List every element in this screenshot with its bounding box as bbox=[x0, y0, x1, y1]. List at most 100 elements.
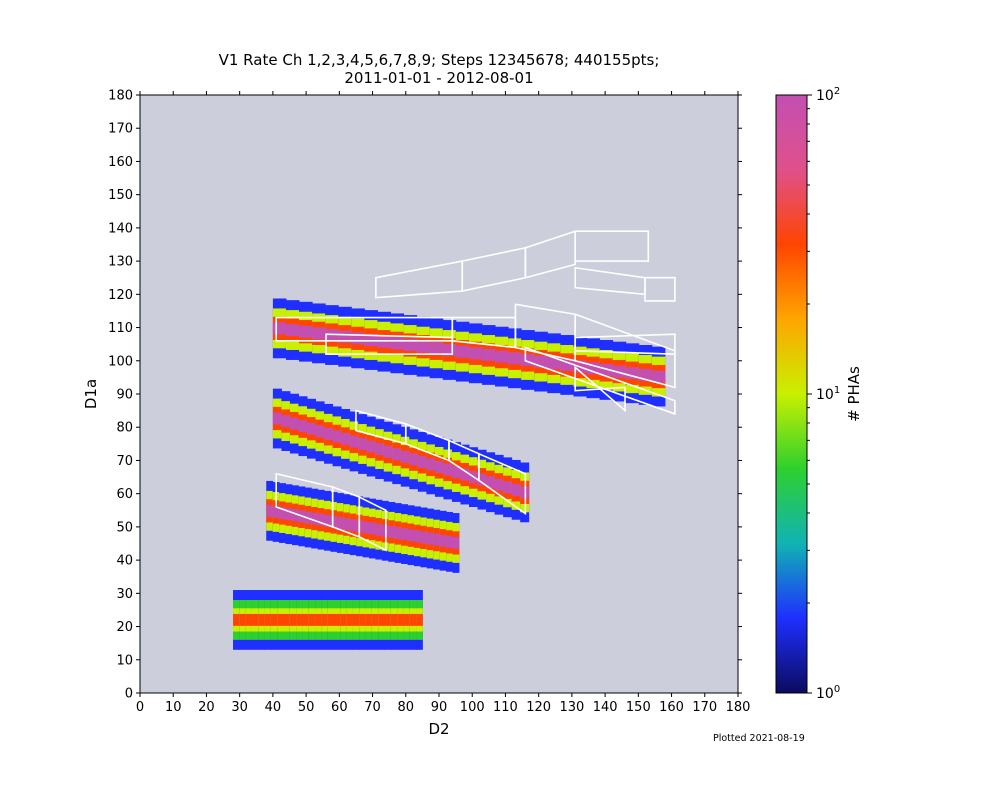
axis-ticks: 0 10 20 30 40 50 60 70 80 90 100 110 120 130 140 150 160… bbox=[108, 89, 750, 716]
heatmap-cell bbox=[401, 528, 409, 541]
y-tick-label: 150 bbox=[108, 188, 133, 203]
y-tick-label: 0 bbox=[125, 687, 133, 702]
y-tick-label: 180 bbox=[108, 89, 133, 104]
heatmap-cell bbox=[264, 613, 272, 626]
heatmap-cell bbox=[494, 478, 504, 491]
y-tick-label: 110 bbox=[108, 321, 133, 336]
heatmap-cell bbox=[306, 422, 317, 435]
x-tick-label: 70 bbox=[364, 700, 381, 715]
y-tick-label: 50 bbox=[116, 520, 133, 535]
heatmap-cell bbox=[377, 335, 391, 348]
heatmap-cell bbox=[258, 613, 266, 626]
heatmap-cell bbox=[359, 613, 367, 626]
heatmap-cell bbox=[638, 368, 653, 381]
heatmap-cell bbox=[460, 468, 470, 481]
heatmap-cell bbox=[383, 445, 393, 458]
heatmap-cell bbox=[439, 534, 447, 547]
heatmap-cell bbox=[334, 613, 341, 626]
heatmap-cell bbox=[451, 466, 461, 478]
heatmap-cell bbox=[341, 432, 351, 445]
y-tick-label: 140 bbox=[108, 221, 133, 236]
heatmap-cell bbox=[343, 518, 351, 531]
heatmap-cell bbox=[442, 344, 457, 356]
heatmap-cell bbox=[503, 481, 513, 494]
heatmap-cell bbox=[416, 340, 431, 353]
x-tick-label: 140 bbox=[593, 700, 618, 715]
heatmap-cell bbox=[534, 355, 548, 368]
heatmap-cell bbox=[233, 613, 240, 626]
box-outlines bbox=[275, 230, 676, 552]
heatmap-cell bbox=[349, 519, 357, 532]
heatmap-cell bbox=[495, 350, 509, 363]
y-tick-label: 60 bbox=[116, 487, 133, 502]
heatmap-cell bbox=[272, 412, 282, 425]
heatmap-cell bbox=[358, 438, 368, 450]
heatmap-cell bbox=[366, 440, 376, 453]
heatmap-cell bbox=[369, 522, 376, 535]
x-tick-label: 150 bbox=[626, 700, 651, 715]
heatmap-cell bbox=[403, 613, 411, 626]
heatmap-cell bbox=[324, 427, 334, 440]
heatmap-cell bbox=[285, 508, 293, 521]
heatmap-cell bbox=[324, 514, 331, 527]
chart-subtitle: 2011-01-01 - 2012-08-01 bbox=[344, 69, 534, 87]
heatmap-cell bbox=[434, 460, 444, 473]
box-r bbox=[644, 276, 676, 302]
heatmap-cell bbox=[321, 613, 329, 626]
colorbar-tick-label: 102 bbox=[816, 86, 840, 104]
y-axis-label: D1a bbox=[82, 379, 100, 409]
heatmap-cell bbox=[388, 525, 396, 538]
heatmap-cell bbox=[420, 531, 428, 544]
y-tick-label: 40 bbox=[116, 554, 133, 569]
y-tick-label: 170 bbox=[108, 122, 133, 137]
heatmap-cell bbox=[351, 332, 365, 345]
heatmap-cell bbox=[352, 613, 360, 626]
box-u bbox=[574, 365, 626, 413]
y-tick-label: 80 bbox=[116, 421, 133, 436]
y-tick-label: 70 bbox=[116, 454, 133, 469]
heatmap-cell bbox=[426, 532, 434, 545]
colorbar-label: # PHAs bbox=[845, 366, 863, 422]
plot-date-footer: Plotted 2021-08-19 bbox=[713, 733, 805, 744]
x-tick-label: 80 bbox=[398, 700, 415, 715]
heatmap-cell bbox=[612, 365, 627, 378]
heatmap-cell bbox=[486, 476, 496, 489]
y-tick-label: 160 bbox=[108, 155, 133, 170]
heatmap-cell bbox=[521, 353, 535, 366]
heatmap-cell bbox=[327, 613, 335, 626]
x-tick-label: 130 bbox=[559, 700, 584, 715]
x-tick-label: 20 bbox=[198, 700, 215, 715]
colorbar-bar bbox=[775, 94, 808, 694]
y-tick-label: 20 bbox=[116, 620, 133, 635]
heatmap-cell bbox=[365, 613, 373, 626]
heatmap-cell bbox=[586, 362, 601, 375]
heatmap-cell bbox=[279, 507, 287, 520]
heatmap-cell bbox=[281, 415, 291, 428]
x-tick-label: 110 bbox=[493, 700, 518, 715]
x-tick-label: 170 bbox=[692, 700, 717, 715]
heatmap-cell bbox=[409, 453, 419, 466]
heatmap-cell bbox=[312, 327, 326, 340]
chart-title: V1 Rate Ch 1,2,3,4,5,6,7,8,9; Steps 1234… bbox=[218, 51, 660, 69]
heatmap-cell bbox=[298, 420, 308, 433]
heatmap-cell bbox=[285, 324, 300, 337]
y-tick-label: 30 bbox=[116, 587, 133, 602]
heatmap-cell bbox=[311, 512, 319, 525]
heatmap-cell bbox=[417, 455, 427, 468]
heatmap-cell bbox=[446, 535, 454, 548]
y-tick-label: 100 bbox=[108, 354, 133, 369]
heatmap-cell bbox=[452, 536, 460, 549]
heatmap-cell bbox=[443, 463, 453, 476]
x-tick-label: 100 bbox=[460, 700, 485, 715]
heatmap-cell bbox=[289, 417, 299, 430]
heatmap-cell bbox=[651, 370, 666, 383]
box-p bbox=[574, 230, 650, 262]
heatmap-cell bbox=[272, 505, 280, 518]
density-region bbox=[272, 298, 666, 407]
heatmap-cell bbox=[266, 504, 274, 517]
heatmap-cell bbox=[315, 613, 322, 626]
colorbar-tick-label: 101 bbox=[816, 385, 840, 403]
x-tick-label: 50 bbox=[298, 700, 315, 715]
heatmap-cell bbox=[390, 337, 405, 350]
